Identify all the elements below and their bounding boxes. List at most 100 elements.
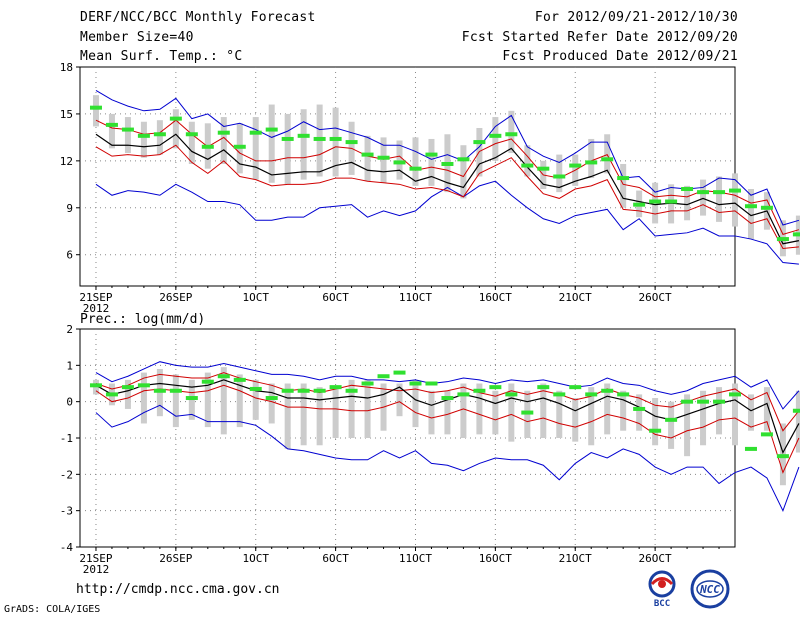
- ensemble-range-bar: [604, 383, 611, 435]
- footer-url: http://cmdp.ncc.cma.gov.cn: [76, 582, 280, 597]
- ensemble-range-bar: [652, 398, 659, 446]
- ensemble-range-bar: [204, 372, 211, 428]
- obs-marker: [697, 399, 710, 404]
- ensemble-range-bar: [236, 374, 243, 428]
- ensemble-range-bar: [268, 383, 275, 424]
- ensemble-range-bar: [332, 387, 339, 438]
- obs-marker: [393, 160, 406, 165]
- ensemble-range-bar: [284, 383, 291, 449]
- x-tick-label: 21OCT: [559, 291, 592, 304]
- grads-credit: GrADS: COLA/IGES: [4, 604, 101, 615]
- ensemble-range-bar: [588, 387, 595, 446]
- ensemble-range-bar: [556, 390, 563, 438]
- variable-label-temp: Mean Surf. Temp.: °C: [80, 49, 243, 64]
- ensemble-range-bar: [492, 117, 499, 161]
- obs-marker: [137, 383, 150, 388]
- x-tick-label: 16OCT: [479, 291, 512, 304]
- obs-marker: [153, 388, 166, 393]
- ensemble-range-bar: [124, 379, 131, 409]
- ensemble-range-bar: [556, 154, 563, 193]
- y-tick-label: 1: [66, 359, 73, 372]
- obs-marker: [121, 127, 134, 132]
- ensemble-range-bar: [268, 104, 275, 183]
- y-tick-label: 15: [60, 108, 73, 121]
- x-tick-label: 16OCT: [479, 552, 512, 565]
- obs-marker: [681, 399, 694, 404]
- ensemble-range-bar: [396, 383, 403, 417]
- series-line-upper_spread: [95, 119, 800, 235]
- obs-marker: [617, 392, 630, 397]
- ensemble-range-bar: [540, 383, 547, 438]
- forecast-produced-date: Fcst Produced Date 2012/09/21: [502, 49, 738, 64]
- obs-marker: [169, 116, 182, 121]
- x-tick-label: 6OCT: [322, 291, 349, 304]
- ensemble-range-bar: [684, 394, 691, 457]
- obs-marker: [760, 205, 773, 210]
- obs-marker: [217, 374, 230, 379]
- obs-marker: [441, 396, 454, 401]
- obs-marker: [713, 399, 726, 404]
- y-tick-label: -4: [60, 541, 74, 554]
- ensemble-range-bar: [716, 387, 723, 435]
- ensemble-range-bar: [124, 117, 131, 154]
- obs-marker: [185, 132, 198, 137]
- obs-marker: [377, 155, 390, 160]
- obs-marker: [729, 188, 741, 193]
- ensemble-range-bar: [716, 176, 723, 222]
- obs-marker: [441, 161, 454, 166]
- obs-marker: [665, 417, 678, 422]
- ensemble-range-bar: [92, 95, 99, 127]
- ensemble-range-bar: [396, 140, 403, 180]
- obs-marker: [792, 408, 800, 413]
- ensemble-range-bar: [252, 117, 259, 180]
- bcc-logo: BCC: [648, 570, 676, 609]
- obs-marker: [137, 133, 150, 138]
- obs-marker: [281, 388, 294, 393]
- ensemble-range-bar: [364, 135, 371, 182]
- ensemble-range-bar: [364, 379, 371, 438]
- ensemble-range-bar: [604, 134, 611, 174]
- obs-marker: [457, 392, 470, 397]
- y-tick-label: 9: [66, 202, 73, 215]
- obs-marker: [569, 385, 582, 390]
- bcc-logo-text: BCC: [654, 599, 670, 609]
- chart-title: DERF/NCC/BCC Monthly Forecast: [80, 10, 316, 25]
- obs-marker: [233, 377, 246, 382]
- series-line-lower_spread: [95, 384, 800, 474]
- x-tick-label: 26SEP: [159, 291, 192, 304]
- obs-marker: [585, 160, 598, 165]
- y-tick-label: -1: [60, 432, 73, 445]
- ensemble-range-bar: [156, 120, 163, 155]
- ensemble-range-bar: [460, 145, 467, 199]
- ensemble-range-bar: [700, 179, 707, 216]
- ensemble-range-bar: [300, 109, 307, 180]
- x-tick-label: 21SEP: [79, 552, 112, 565]
- ensemble-range-bar: [747, 394, 754, 431]
- ensemble-range-bar: [428, 138, 435, 186]
- obs-marker: [729, 392, 741, 397]
- obs-marker: [425, 152, 438, 157]
- ensemble-range-bar: [284, 113, 291, 185]
- obs-marker: [105, 122, 118, 127]
- y-tick-label: 18: [60, 61, 73, 74]
- obs-marker: [329, 385, 342, 390]
- obs-marker: [505, 132, 518, 137]
- obs-marker: [617, 176, 630, 181]
- y-tick-label: 12: [60, 155, 73, 168]
- obs-marker: [633, 406, 646, 411]
- y-tick-label: 6: [66, 249, 73, 262]
- obs-marker: [217, 130, 230, 135]
- obs-marker: [233, 144, 246, 149]
- obs-marker: [792, 232, 800, 237]
- ensemble-range-bar: [252, 379, 259, 420]
- y-tick-label: 2: [66, 323, 73, 336]
- ensemble-range-bar: [492, 390, 499, 435]
- obs-marker: [185, 396, 198, 401]
- y-tick-label: -3: [60, 505, 73, 518]
- series-line-lower_spread: [95, 144, 799, 249]
- series-line-lower: [95, 404, 800, 512]
- member-size-label: Member Size=40: [80, 30, 194, 45]
- ensemble-range-bar: [348, 379, 355, 438]
- obs-marker: [665, 199, 678, 204]
